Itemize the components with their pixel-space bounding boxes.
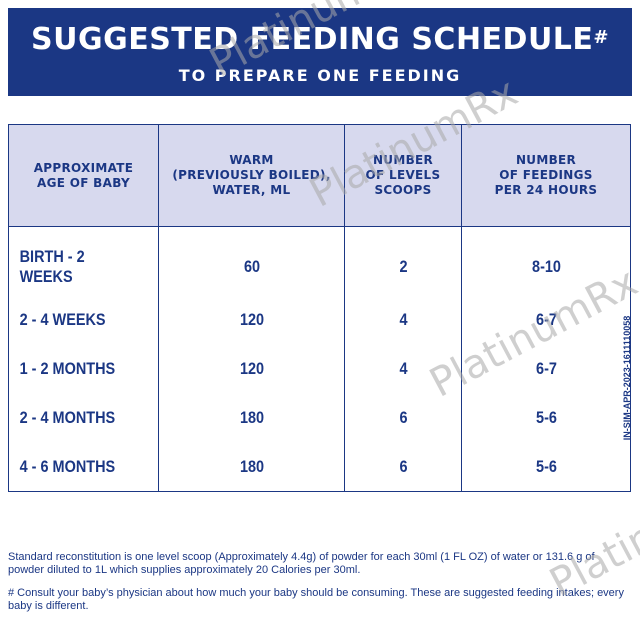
cell-scoops: 2 xyxy=(352,226,454,295)
header-water: WARM (PREVIOUSLY BOILED), WATER, ML xyxy=(158,124,345,227)
reconstitution-note: Standard reconstitution is one level sco… xyxy=(8,551,595,576)
footnote-mark: # xyxy=(593,27,610,48)
header-age: APPROXIMATE AGE OF BABY xyxy=(8,124,159,227)
header-feedings: NUMBER OF FEEDINGS PER 24 HOURS xyxy=(461,124,631,227)
header-scoops: NUMBER OF LEVELS SCOOPS xyxy=(344,124,462,227)
banner-title: SUGGESTED FEEDING SCHEDULE# xyxy=(30,22,610,57)
cell-feedings: 6-7 xyxy=(473,295,619,344)
cell-scoops: 4 xyxy=(352,295,454,344)
cell-water: 180 xyxy=(172,393,331,442)
cell-age: 2 - 4 MONTHS xyxy=(8,393,137,442)
table-row: 1 - 2 MONTHS 120 4 6-7 xyxy=(8,344,631,393)
feeding-schedule-table: APPROXIMATE AGE OF BABY WARM (PREVIOUSLY… xyxy=(8,124,631,492)
table-row: BIRTH - 2 WEEKS 60 2 8-10 xyxy=(8,226,631,295)
footnotes: Standard reconstitution is one level sco… xyxy=(8,551,624,623)
consult-note: # Consult your baby’s physician about ho… xyxy=(8,587,624,612)
banner-subtitle: TO PREPARE ONE FEEDING xyxy=(178,66,462,85)
cell-age: BIRTH - 2 WEEKS xyxy=(8,226,137,295)
table-header-row: APPROXIMATE AGE OF BABY WARM (PREVIOUSLY… xyxy=(8,124,631,227)
cell-water: 60 xyxy=(172,226,331,295)
cell-water: 120 xyxy=(172,344,331,393)
cell-feedings: 5-6 xyxy=(473,442,619,492)
table-row: 4 - 6 MONTHS 180 6 5-6 xyxy=(8,442,631,492)
cell-feedings: 5-6 xyxy=(473,393,619,442)
cell-scoops: 6 xyxy=(352,442,454,492)
table-row: 2 - 4 MONTHS 180 6 5-6 xyxy=(8,393,631,442)
schedule-banner: SUGGESTED FEEDING SCHEDULE# TO PREPARE O… xyxy=(8,8,632,96)
cell-feedings: 6-7 xyxy=(473,344,619,393)
cell-water: 180 xyxy=(172,442,331,492)
cell-scoops: 4 xyxy=(352,344,454,393)
cell-water: 120 xyxy=(172,295,331,344)
table-row: 2 - 4 WEEKS 120 4 6-7 xyxy=(8,295,631,344)
cell-age: 1 - 2 MONTHS xyxy=(8,344,137,393)
cell-scoops: 6 xyxy=(352,393,454,442)
cell-age: 2 - 4 WEEKS xyxy=(8,295,137,344)
cell-age: 4 - 6 MONTHS xyxy=(8,442,137,492)
side-reference-code-text: IN-SIM-APR-2023-1611110058 xyxy=(622,315,632,441)
cell-feedings: 8-10 xyxy=(473,226,619,295)
